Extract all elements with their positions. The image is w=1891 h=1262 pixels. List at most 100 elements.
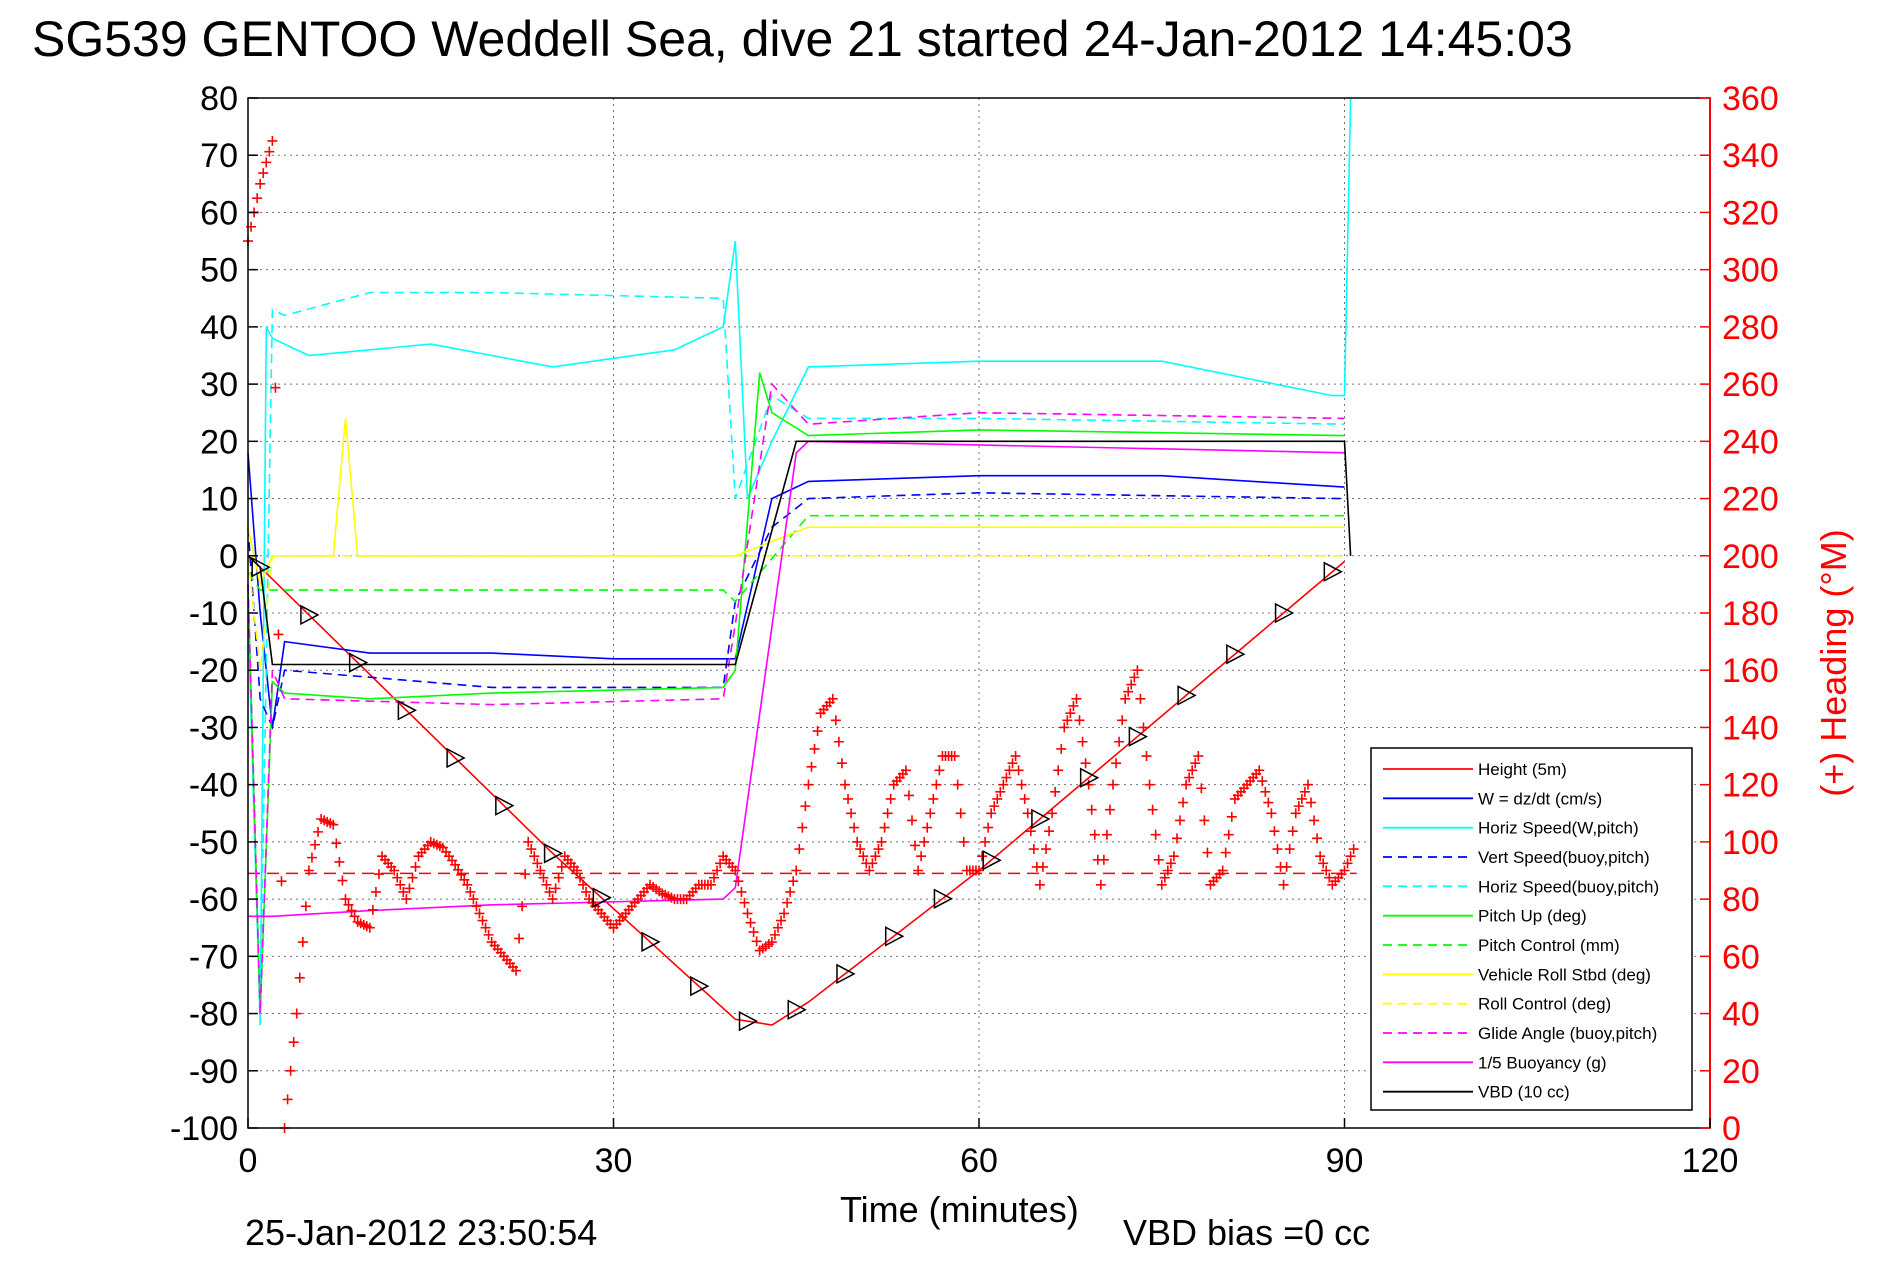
- heading-point: [529, 851, 540, 862]
- dive-marker: [251, 556, 271, 578]
- heading-point: [1028, 844, 1039, 855]
- y-tick-label: -80: [189, 996, 238, 1034]
- heading-point: [827, 693, 838, 704]
- heading-point: [1034, 879, 1045, 890]
- heading-point: [949, 751, 960, 762]
- dive-marker: [1323, 561, 1343, 583]
- dive-marker: [446, 747, 466, 769]
- legend-label: 1/5 Buoyancy (g): [1478, 1053, 1607, 1072]
- heading-point: [1178, 797, 1189, 808]
- heading-point: [535, 865, 546, 876]
- series-line-4: [247, 291, 1345, 1014]
- dive-marker: [1177, 685, 1197, 706]
- heading-point: [480, 922, 491, 933]
- heading-point: [794, 844, 805, 855]
- heading-point: [1071, 693, 1082, 704]
- heading-point: [1281, 861, 1292, 872]
- heading-point: [925, 808, 936, 819]
- heading-point: [876, 836, 887, 847]
- heading-point: [928, 793, 939, 804]
- heading-point: [1050, 786, 1061, 797]
- heading-point: [282, 1094, 293, 1105]
- y-right-tick-label: 220: [1722, 481, 1779, 519]
- y-tick-label: -40: [189, 767, 238, 805]
- heading-point: [1196, 783, 1207, 794]
- heading-point: [556, 861, 567, 872]
- y-right-tick-label: 160: [1722, 652, 1779, 690]
- heading-point: [346, 905, 357, 916]
- left-y-axis: 80 70 60 50 40 30 20 10 0 -10 -20 -30 -40 -50 -60 -70 -8…: [170, 80, 258, 1148]
- y-right-tick-label: 200: [1722, 538, 1779, 576]
- heading-point: [1272, 844, 1283, 855]
- heading-point: [733, 876, 744, 887]
- heading-point: [922, 822, 933, 833]
- y-tick-label: -60: [189, 881, 238, 919]
- heading-point: [1077, 736, 1088, 747]
- heading-point: [776, 915, 787, 926]
- heading-series: [243, 135, 1359, 1133]
- heading-point: [766, 937, 777, 948]
- heading-point: [1223, 829, 1234, 840]
- heading-point: [1065, 708, 1076, 719]
- x-tick-label: 0: [239, 1142, 258, 1180]
- dive-marker: [738, 1010, 759, 1032]
- heading-point: [843, 793, 854, 804]
- x-axis: 0 30 60 90 120: [239, 1118, 1738, 1180]
- heading-point: [468, 894, 479, 905]
- heading-point: [1312, 833, 1323, 844]
- heading-point: [910, 840, 921, 851]
- heading-point: [1181, 779, 1192, 790]
- heading-point: [800, 801, 811, 812]
- heading-point: [261, 157, 272, 168]
- heading-point: [1299, 786, 1310, 797]
- y-tick-label: -90: [189, 1053, 238, 1091]
- y-right-tick-label: 60: [1722, 938, 1760, 976]
- heading-point: [1104, 804, 1115, 815]
- heading-point: [1293, 801, 1304, 812]
- heading-point: [581, 886, 592, 897]
- heading-point: [1162, 865, 1173, 876]
- heading-point: [1296, 793, 1307, 804]
- heading-point: [769, 929, 780, 940]
- series-line-5: [247, 372, 1345, 1014]
- y-right-tick-label: 360: [1722, 80, 1779, 118]
- heading-point: [1025, 826, 1036, 837]
- heading-point: [779, 908, 790, 919]
- heading-point: [343, 899, 354, 910]
- heading-point: [574, 872, 585, 883]
- heading-point: [705, 879, 716, 890]
- heading-point: [712, 865, 723, 876]
- legend-label: VBD (10 cc): [1478, 1083, 1570, 1102]
- heading-point: [1184, 772, 1195, 783]
- dive-marker: [690, 975, 710, 997]
- heading-point: [1220, 847, 1231, 858]
- y-tick-label: 80: [200, 80, 238, 118]
- dive-marker: [982, 849, 1002, 871]
- heading-point: [1037, 861, 1048, 872]
- heading-point: [1016, 779, 1027, 790]
- heading-point: [264, 146, 275, 157]
- heading-point: [809, 743, 820, 754]
- heading-point: [1141, 751, 1152, 762]
- heading-point: [1168, 851, 1179, 862]
- dive-marker: [397, 700, 417, 721]
- heading-point: [1150, 829, 1161, 840]
- heading-point: [520, 869, 531, 880]
- heading-point: [331, 838, 342, 849]
- heading-point: [1086, 804, 1097, 815]
- heading-point: [578, 879, 589, 890]
- y-right-tick-label: 80: [1722, 881, 1760, 919]
- y-right-tick-label: 0: [1722, 1110, 1741, 1148]
- heading-point: [1217, 865, 1228, 876]
- dive-marker: [884, 926, 905, 947]
- series-line-10: [248, 440, 1345, 918]
- heading-point: [270, 382, 281, 393]
- heading-point: [255, 178, 266, 189]
- y-tick-label: 20: [200, 423, 238, 461]
- heading-point: [1190, 758, 1201, 769]
- heading-point: [1165, 858, 1176, 869]
- heading-point: [916, 851, 927, 862]
- dive-marker: [300, 604, 320, 626]
- heading-point: [285, 1065, 296, 1076]
- heading-point: [1269, 826, 1280, 837]
